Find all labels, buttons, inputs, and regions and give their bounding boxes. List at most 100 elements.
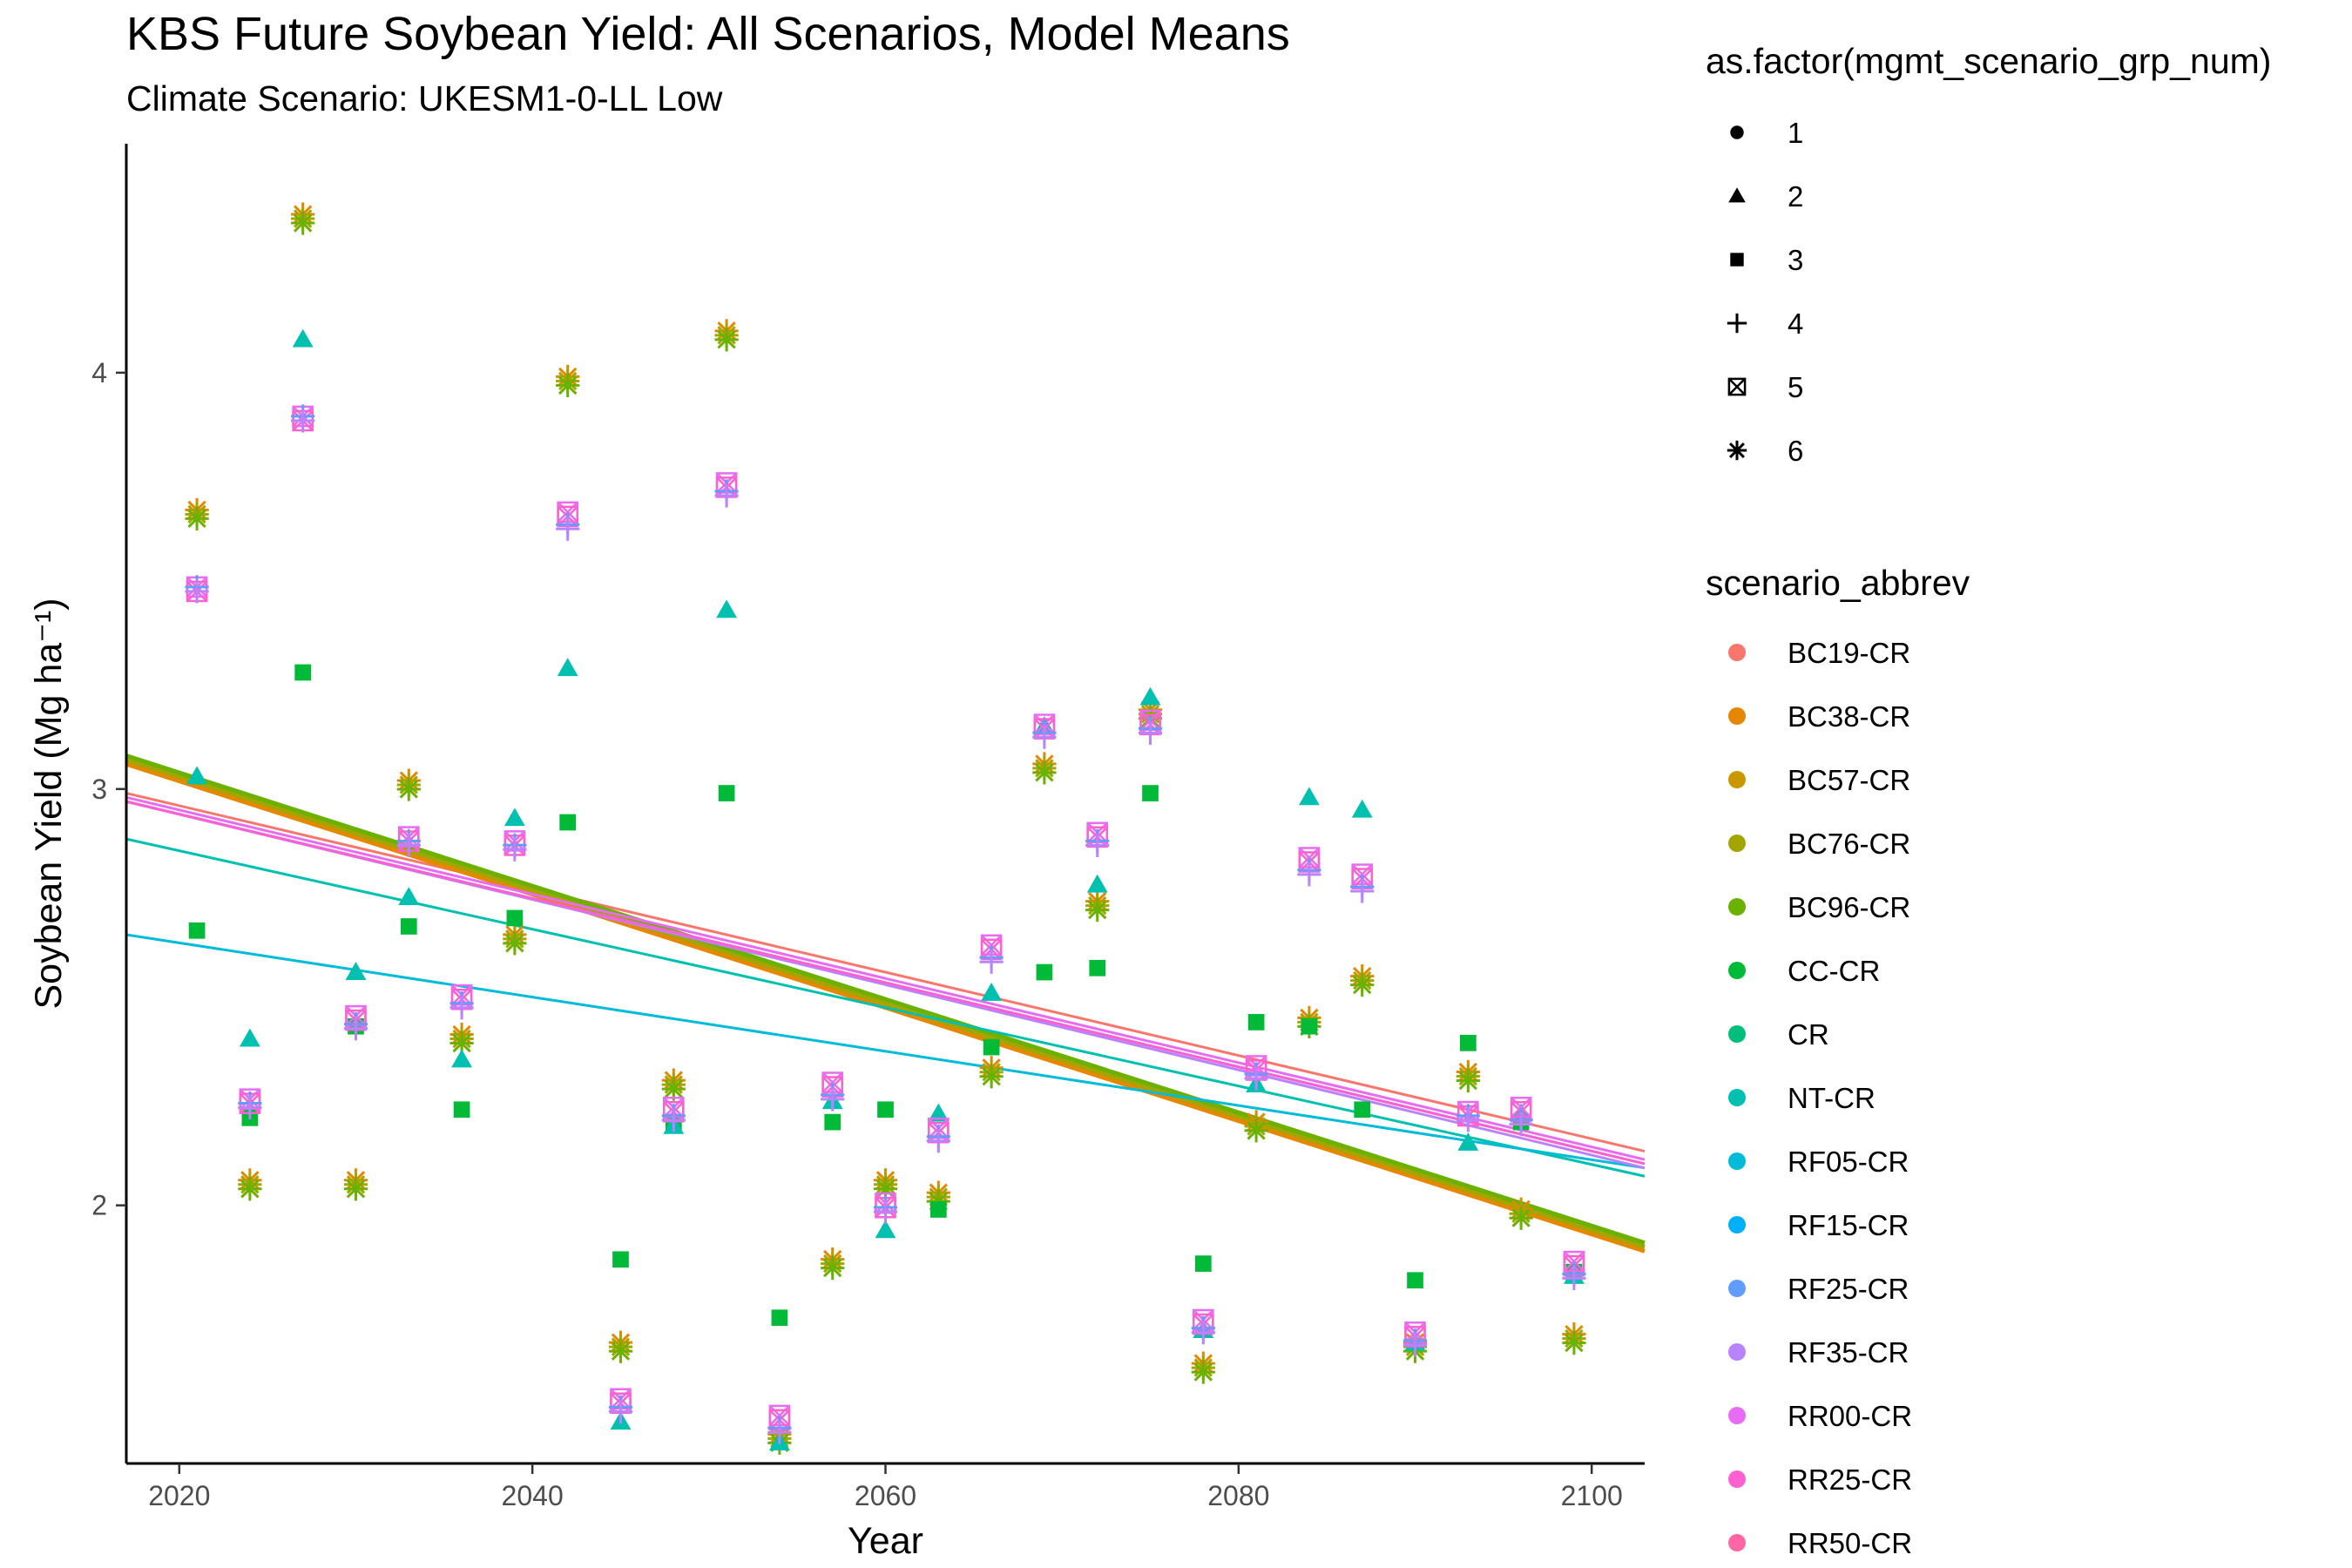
data-point: [716, 599, 737, 618]
trend-line-8: [125, 795, 1646, 1161]
shape-legend-label: 4: [1788, 308, 1803, 340]
data-point: [556, 373, 580, 398]
data-point: [1299, 787, 1320, 806]
data-point: [186, 766, 207, 785]
x-tick-label: 2040: [502, 1480, 564, 1511]
trend-line-5: [125, 933, 1646, 1170]
data-point: [1459, 1034, 1477, 1051]
trend-line-9: [125, 800, 1646, 1166]
x-axis-title: Year: [848, 1520, 923, 1562]
data-point: [1407, 1272, 1423, 1289]
data-point: [504, 808, 525, 827]
shape-legend-label: 1: [1788, 117, 1803, 149]
data-point: [1191, 1320, 1215, 1345]
color-legend-key: [1728, 1470, 1746, 1488]
data-point: [238, 1177, 262, 1201]
color-legend-label: RR00-CR: [1788, 1400, 1912, 1432]
color-legend-key: [1728, 771, 1746, 788]
data-point: [1191, 1360, 1215, 1384]
data-point: [612, 1251, 629, 1268]
color-legend-label: RF15-CR: [1788, 1209, 1909, 1241]
data-point: [238, 1095, 262, 1120]
data-point: [1085, 897, 1110, 923]
shape-legend-key: [1728, 187, 1746, 203]
data-point: [239, 1028, 260, 1047]
trend-line-4: [125, 837, 1646, 1178]
data-point: [1457, 1132, 1479, 1151]
data-point: [979, 1064, 1004, 1089]
color-legend-label: BC57-CR: [1788, 764, 1910, 796]
data-point: [714, 328, 739, 352]
color-legend-key: [1728, 1216, 1746, 1233]
data-point: [875, 1220, 896, 1239]
color-legend-key: [1728, 644, 1746, 661]
data-point: [821, 1087, 845, 1112]
legends: as.factor(mgmt_scenario_grp_num) 1 2 3 4 5 6 sc…: [1706, 41, 2271, 1559]
data-point: [767, 1420, 792, 1444]
shape-legend-label: 5: [1788, 371, 1803, 403]
data-point: [343, 1017, 368, 1041]
data-point: [824, 1113, 841, 1131]
data-point: [981, 983, 1003, 1001]
data-point: [929, 1201, 947, 1218]
data-point: [983, 1038, 1000, 1056]
data-point: [1562, 1266, 1586, 1291]
data-point: [1297, 862, 1321, 887]
data-point: [185, 506, 209, 531]
data-point: [1562, 1331, 1586, 1355]
data-point: [1138, 720, 1163, 745]
data-point: [877, 1101, 894, 1119]
trend-line-2: [125, 757, 1646, 1249]
data-point: [188, 922, 206, 939]
data-point: [1089, 959, 1106, 977]
data-point: [343, 1177, 368, 1201]
color-legend-label: RF25-CR: [1788, 1273, 1909, 1305]
trend-line-3: [125, 754, 1646, 1246]
data-point: [608, 1399, 633, 1423]
data-point: [396, 777, 421, 801]
color-legend-key: [1728, 1089, 1746, 1106]
data-point: [1351, 799, 1373, 818]
shape-legend-key: [1730, 125, 1744, 139]
data-point: [1086, 874, 1108, 893]
data-point: [979, 950, 1004, 974]
data-point: [294, 664, 312, 681]
color-legend-label: CC-CR: [1788, 955, 1880, 987]
color-legend-key: [1728, 962, 1746, 979]
data-point: [1032, 725, 1057, 749]
data-point: [449, 996, 474, 1020]
data-point: [396, 833, 421, 858]
data-point: [453, 1101, 470, 1119]
data-point: [1456, 1108, 1480, 1132]
data-point: [503, 931, 527, 956]
data-point: [559, 814, 577, 831]
y-axis-title: Soybean Yield (Mg ha⁻¹): [28, 598, 70, 1009]
shape-legend-label: 2: [1788, 180, 1803, 213]
data-point: [661, 1108, 686, 1132]
shape-legend-key: [1730, 253, 1744, 267]
axes: 2020 2040 2060 2080 2100 2 3 4 Year Soybean Yield…: [28, 144, 1645, 1562]
data-point: [1509, 1112, 1533, 1137]
shape-legend-key: [1727, 440, 1747, 461]
shape-legend-label: 3: [1788, 244, 1803, 276]
color-legend-key: [1728, 1025, 1746, 1043]
data-point: [771, 1309, 788, 1327]
data-point: [557, 658, 578, 677]
data-point: [503, 837, 527, 862]
data-point: [345, 962, 367, 980]
data-point: [1032, 760, 1057, 785]
data-point: [506, 909, 524, 927]
y-tick-label: 3: [91, 774, 107, 805]
color-legend-key: [1728, 1534, 1746, 1551]
trend-line-0: [125, 792, 1646, 1153]
data-point: [291, 211, 315, 235]
data-point: [1350, 879, 1375, 903]
data-point: [873, 1200, 898, 1224]
y-tick-label: 4: [91, 357, 107, 389]
data-point: [1085, 833, 1110, 858]
data-point: [608, 1339, 633, 1363]
data-point: [926, 1129, 950, 1153]
data-point: [291, 409, 315, 433]
data-point: [1509, 1206, 1533, 1230]
